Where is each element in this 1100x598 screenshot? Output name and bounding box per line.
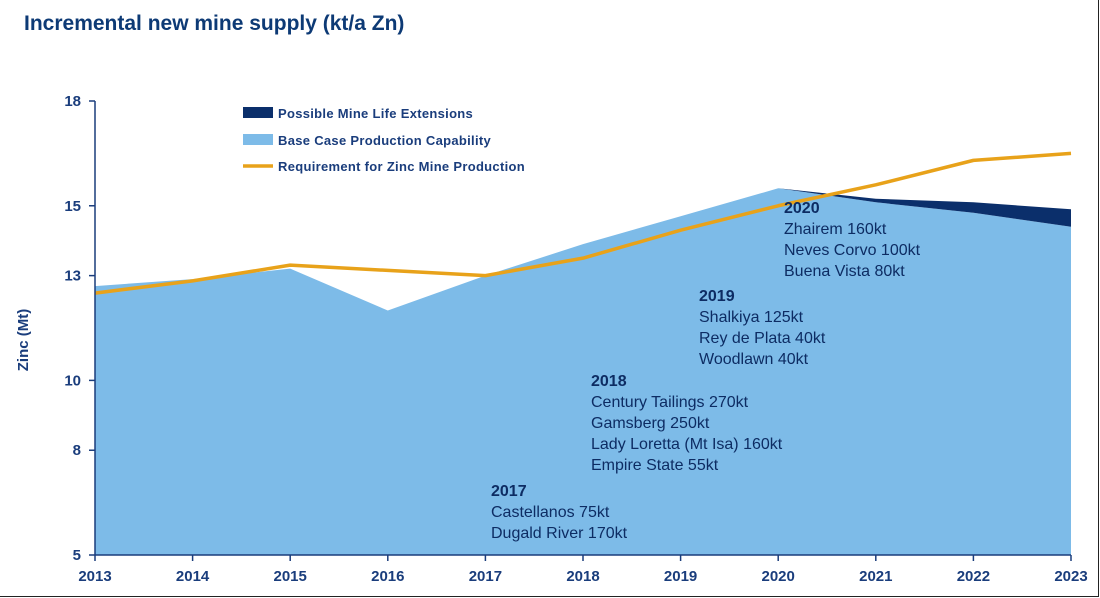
y-tick-label: 8 [73, 442, 81, 459]
legend-label: Requirement for Zinc Mine Production [278, 159, 525, 174]
y-tick-label: 10 [64, 372, 81, 389]
legend-swatch [243, 107, 273, 118]
x-tick-label: 2014 [176, 568, 210, 585]
annotation-mine: Rey de Plata 40kt [699, 330, 826, 347]
annotation-mine: Dugald River 170kt [491, 525, 628, 542]
legend-label: Possible Mine Life Extensions [278, 106, 473, 121]
annotation-mine: Shalkiya 125kt [699, 309, 804, 326]
annotation-year: 2018 [591, 373, 627, 390]
chart-title: Incremental new mine supply (kt/a Zn) [24, 12, 405, 35]
area-base-case [95, 188, 1071, 556]
x-tick-label: 2013 [78, 568, 111, 585]
x-tick-label: 2017 [469, 568, 502, 585]
area-mine-life-extensions [778, 188, 1071, 227]
annotation-mine: Lady Loretta (Mt Isa) 160kt [591, 436, 783, 453]
x-tick-label: 2019 [664, 568, 697, 585]
annotation-mine: Buena Vista 80kt [784, 263, 905, 280]
x-tick-label: 2015 [274, 568, 307, 585]
annotation-mine: Century Tailings 270kt [591, 394, 749, 411]
annotation-mine: Zhairem 160kt [784, 221, 887, 238]
annotation-mine: Gamsberg 250kt [591, 415, 710, 432]
annotation-mine: Neves Corvo 100kt [784, 242, 921, 259]
annotation-mine: Castellanos 75kt [491, 504, 610, 521]
y-tick-label: 13 [64, 268, 81, 285]
legend-label: Base Case Production Capability [278, 133, 491, 148]
x-tick-label: 2023 [1054, 568, 1087, 585]
annotation-year: 2017 [491, 483, 527, 500]
annotation-year: 2020 [784, 200, 820, 217]
line-requirement [94, 151, 1072, 295]
x-tick-label: 2021 [859, 568, 892, 585]
annotation-mine: Empire State 55kt [591, 457, 719, 474]
annotation-mine: Woodlawn 40kt [699, 351, 809, 368]
x-tick-label: 2018 [566, 568, 599, 585]
y-tick-label: 5 [73, 547, 81, 564]
y-tick-label: 18 [64, 93, 81, 110]
x-tick-label: 2020 [762, 568, 795, 585]
y-axis-label: Zinc (Mt) [15, 309, 32, 371]
x-tick-label: 2022 [957, 568, 990, 585]
legend-swatch [243, 134, 273, 145]
y-tick-label: 15 [64, 198, 81, 215]
annotation-year: 2019 [699, 288, 735, 305]
x-tick-label: 2016 [371, 568, 404, 585]
